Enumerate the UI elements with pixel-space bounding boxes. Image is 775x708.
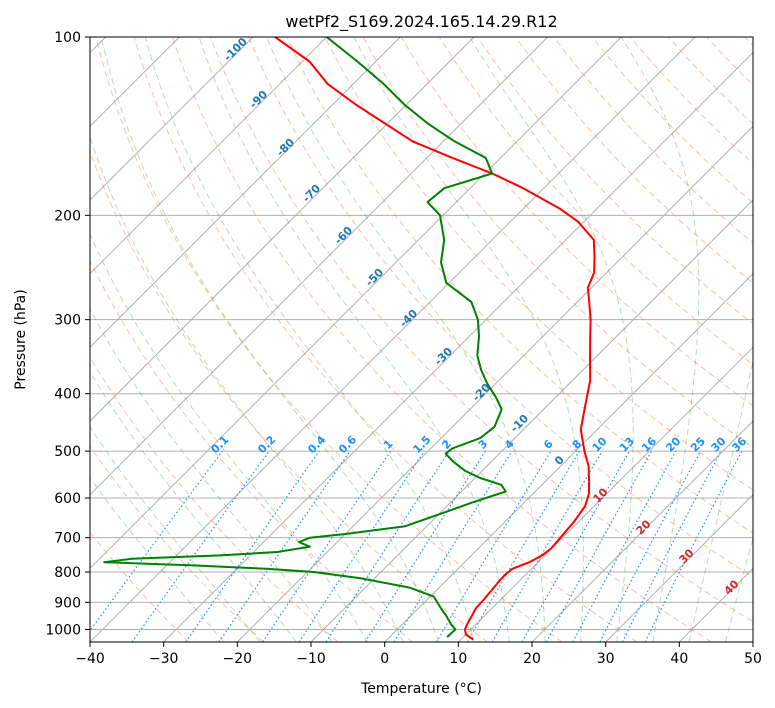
mixing-ratio-line [90,450,223,632]
mixing-ratio-line [491,450,603,642]
dry-adiabat [400,37,753,407]
dry-adiabat [95,37,563,642]
moist-adiabat [144,37,475,642]
isotherm-gridline [163,51,753,642]
mixing-ratio-line [435,450,552,642]
isotherm-gridline [90,37,696,642]
plot-area [90,37,753,642]
y-tick-label: 500 [54,444,81,460]
moist-adiabat [620,37,700,642]
y-tick-label: 700 [54,531,81,547]
isotherm-gridline [531,420,753,642]
isotherm-gridline [457,346,753,642]
dry-adiabat [90,259,414,642]
moist-adiabat [90,426,261,642]
x-tick-label: 30 [597,651,615,667]
dry-adiabat [210,37,753,623]
x-tick-label: −20 [223,651,253,667]
mixing-ratio-line [521,450,631,642]
dry-adiabat [629,37,753,165]
mixing-ratio-line [466,450,580,642]
y-tick-label: 1000 [45,622,81,638]
y-tick-label: 900 [54,595,81,611]
dry-adiabat [133,37,638,642]
dry-adiabat [90,445,264,642]
axes: −40 −30 −20 −10 0 10 20 30 40 50 100 200 300 400 500 60… [45,30,762,667]
x-tick-label: 10 [449,651,467,667]
dry-adiabat [591,37,753,204]
dewpoint-profile-line [103,37,507,638]
x-tick-label: −30 [149,651,179,667]
mixing-ratio-line [185,450,320,642]
isotherm-gridline [236,125,753,642]
x-tick-label: −10 [296,651,326,667]
y-tick-label: 200 [54,208,81,224]
plot-frame [89,36,754,643]
moist-adiabat [725,536,753,642]
isotherm-gridline [90,37,549,496]
x-tick-label: 20 [523,651,541,667]
x-tick-label: 0 [380,651,389,667]
x-tick-label: 50 [744,651,762,667]
moist-adiabat [90,135,404,642]
isotherm-gridline [90,37,475,422]
y-tick-label: 300 [54,313,81,329]
mixing-ratio-line [393,450,513,642]
isotherm-gridline [90,37,328,275]
mixing-ratio-line [218,450,351,642]
isotherm-gridline [605,493,753,642]
moist-adiabat [353,37,584,642]
moist-adiabat [266,37,546,642]
moist-adiabat [688,358,753,642]
moist-adiabat [90,476,225,642]
y-tick-label: 100 [54,30,81,46]
mixing-ratio-line [545,450,653,642]
isotherm-gridline [90,37,254,201]
x-tick-label: −40 [75,651,105,667]
y-tick-label: 400 [54,387,81,403]
mixing-ratio-line [572,450,677,642]
isotherm-gridline [90,37,401,349]
dry-adiabat [477,37,753,325]
moist-adiabat [198,37,510,642]
moist-adiabat [100,37,439,642]
isotherm-gridline [384,272,753,642]
mixing-ratio-line [364,450,486,642]
y-tick-label: 600 [54,491,81,507]
moist-adiabat [90,370,297,642]
isotherm-gridline [90,37,622,570]
x-tick-label: 40 [670,651,688,667]
dry-adiabat [171,37,712,642]
moist-adiabat [90,308,333,642]
x-axis-label: Temperature (°C) [360,681,482,697]
dry-adiabat [362,37,753,449]
chart-title: wetPf2_S169.2024.165.14.29.R12 [285,12,557,32]
y-tick-label: 800 [54,565,81,581]
dry-adiabat [515,37,753,284]
moist-adiabat [90,232,369,642]
mixing-ratio-line [131,450,270,642]
mixing-ratio-line [325,450,450,642]
dry-adiabat [248,37,753,578]
dry-adiabat [324,37,753,491]
y-axis-label: Pressure (hPa) [13,289,29,389]
